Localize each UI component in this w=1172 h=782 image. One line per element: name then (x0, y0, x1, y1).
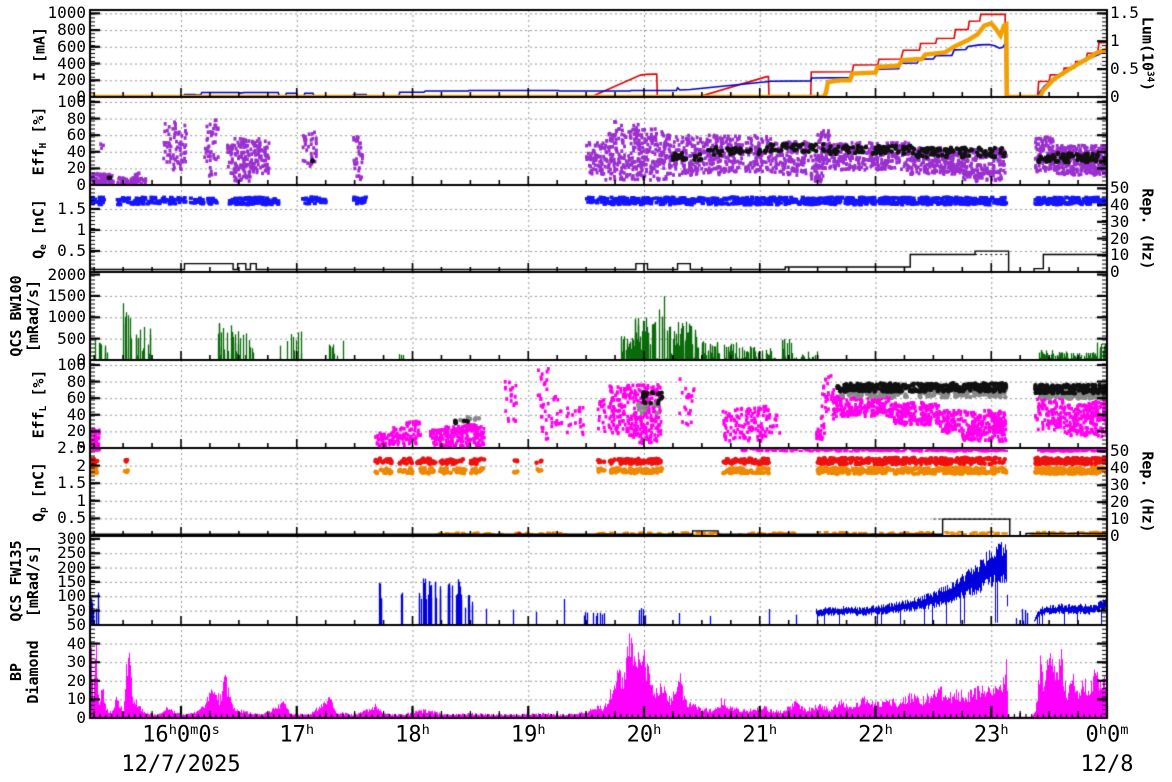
y-axis-title-right-beam-current: Lum(1034) (1138, 16, 1157, 91)
y-tick-label-eff-l: 80 (66, 371, 86, 391)
y-tick-label-eff-h: 20 (66, 158, 86, 178)
right-tick-label-beam-current: 1.5 (1110, 3, 1139, 23)
y-tick-label-beam-current: 800 (57, 20, 86, 40)
y-tick-label-q-p: 1.5 (57, 473, 86, 493)
right-tick-label-q-e: 30 (1110, 211, 1130, 231)
y-tick-label-eff-l: 100 (57, 354, 86, 374)
y-tick-label-eff-l: 0 (76, 438, 86, 457)
y-tick-label-qcs-bw100: 1000 (47, 307, 86, 327)
y-tick-label-bp-diamond: 40 (66, 633, 86, 653)
y-tick-label-q-e: 1.5 (57, 198, 86, 218)
y-tick-label-eff-h: 60 (66, 125, 86, 145)
y-axis-title-eff-l: EffL [%] (29, 369, 49, 439)
right-tick-label-q-p: 50 (1110, 441, 1130, 461)
y-tick-label-beam-current: 600 (57, 36, 86, 56)
y-axis-title-bp-diamond: BP Diamond (7, 639, 42, 704)
x-tick-label: 16h0m0s (142, 722, 220, 748)
right-tick-label-q-e: 0 (1110, 262, 1120, 281)
y-tick-label-eff-h: 0 (76, 175, 86, 194)
y-tick-label-qcs-bw100: 500 (57, 328, 86, 348)
y-axis-title-qcs-bw100: QCS BW100 [mRad/s] (7, 275, 42, 357)
y-axis-title-eff-h: EffH [%] (29, 106, 49, 176)
y-tick-label-qcs-fw135: 100 (57, 586, 86, 606)
right-tick-label-q-p: 40 (1110, 458, 1130, 478)
y-tick-label-bp-diamond: 0 (76, 708, 86, 727)
x-tick-label: 19h (510, 722, 546, 748)
right-tick-label-beam-current: 0.5 (1110, 59, 1139, 79)
y-tick-label-beam-current: 200 (57, 70, 86, 90)
x-tick-label: 21h (742, 722, 778, 748)
right-tick-label-q-e: 40 (1110, 195, 1130, 215)
y-axis-title-q-p: Qp [nC] (29, 462, 49, 522)
right-tick-label-q-e: 50 (1110, 178, 1130, 198)
y-tick-label-beam-current: 0 (76, 87, 86, 106)
y-tick-label-eff-l: 40 (66, 404, 86, 424)
right-tick-label-q-p: 20 (1110, 492, 1130, 512)
y-tick-label-qcs-bw100: 2000 (47, 264, 86, 284)
y-tick-label-qcs-fw135: 300 (57, 528, 86, 548)
x-tick-label: 20h (626, 722, 662, 748)
x-tick-label: 18h (395, 722, 430, 748)
y-tick-label-q-p: 1 (76, 490, 86, 510)
y-tick-label-eff-l: 20 (66, 421, 86, 441)
y-tick-label-q-e: 0.5 (57, 240, 86, 260)
x-tick-label: 17h (279, 722, 315, 748)
y-tick-label-qcs-fw135: 150 (57, 571, 86, 591)
y-tick-label-bp-diamond: 30 (66, 652, 86, 672)
y-tick-label-beam-current: 1000 (47, 3, 86, 23)
y-axis-title-q-e: Qe [nC] (29, 198, 49, 259)
y-tick-label-q-e: 1 (76, 219, 86, 239)
x-tick-label: 0h0m (1085, 722, 1129, 748)
x-tick-label: 23h (973, 722, 1009, 748)
right-tick-label-q-e: 10 (1110, 245, 1130, 265)
x-date-label: 12/7/2025 (121, 752, 241, 777)
y-axis-title-beam-current: I [mA] (30, 26, 49, 81)
y-tick-label-qcs-bw100: 0 (76, 350, 86, 369)
y-tick-label-qcs-fw135: 200 (57, 557, 86, 577)
y-axis-title-right-q-e: Rep. (Hz) (1138, 187, 1157, 270)
y-tick-label-bp-diamond: 20 (66, 670, 86, 690)
right-tick-label-beam-current: 0 (1110, 87, 1120, 106)
y-tick-label-bp-diamond: 10 (66, 689, 86, 709)
y-tick-label-qcs-fw135: 250 (57, 543, 86, 563)
y-tick-label-q-p: 2.5 (57, 438, 86, 457)
y-tick-label-eff-h: 40 (66, 141, 86, 161)
y-tick-label-q-p: 2 (76, 455, 86, 475)
y-tick-label-qcs-fw135: 50 (66, 600, 86, 620)
y-tick-label-eff-h: 100 (57, 91, 86, 111)
y-tick-label-beam-current: 400 (57, 53, 86, 73)
x-tick-label: 22h (858, 722, 893, 748)
y-axis-title-qcs-fw135: QCS FW135 [mRad/s] (7, 539, 42, 622)
y-tick-label-eff-h: 80 (66, 108, 86, 128)
x-date-label: 12/8 (1080, 752, 1134, 777)
y-tick-label-eff-l: 60 (66, 388, 86, 408)
right-tick-label-q-p: 10 (1110, 509, 1130, 529)
y-tick-label-q-p: 0.5 (57, 508, 86, 528)
right-tick-label-q-e: 20 (1110, 228, 1130, 248)
y-axis-title-right-q-p: Rep. (Hz) (1138, 451, 1157, 533)
right-tick-label-q-p: 30 (1110, 475, 1130, 495)
right-tick-label-q-p: 0 (1110, 526, 1120, 545)
y-tick-label-qcs-bw100: 1500 (47, 285, 86, 305)
y-tick-label-bp-diamond: 50 (66, 615, 86, 634)
right-tick-label-beam-current: 1 (1110, 31, 1120, 51)
